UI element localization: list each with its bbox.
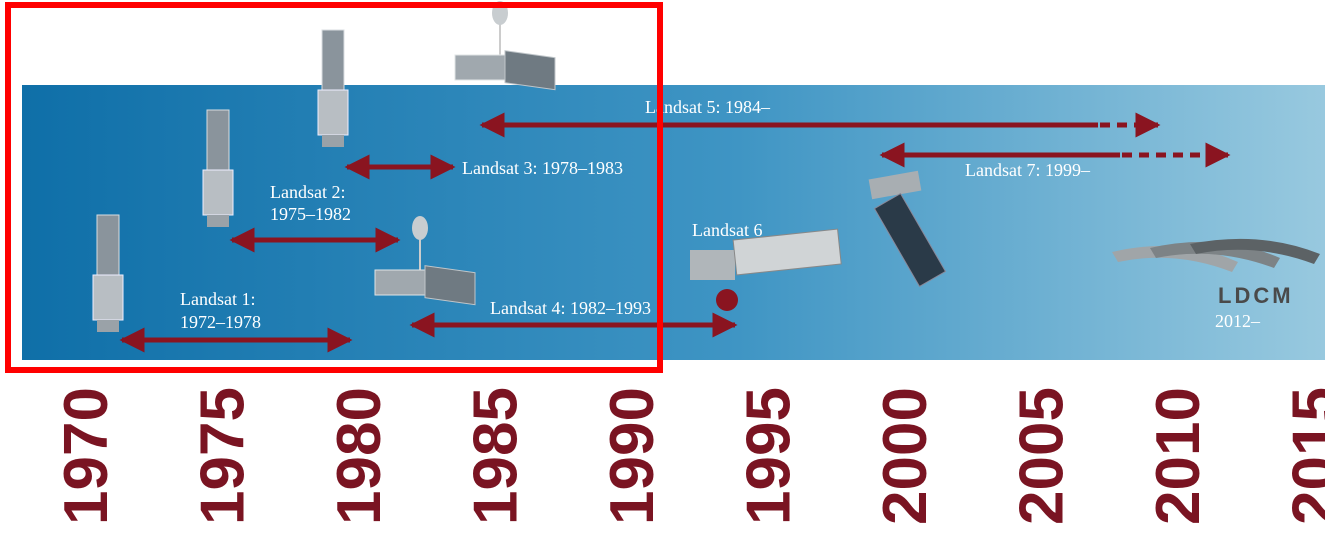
satellite-icon: [690, 228, 842, 280]
satellite-icon: [868, 170, 947, 288]
year-label: 1980: [325, 387, 394, 525]
year-label: 1975: [189, 387, 258, 525]
ldcm-logo: [1112, 238, 1320, 272]
year-label: 2015: [1281, 387, 1325, 525]
ldcm-label: LDCM: [1218, 283, 1294, 308]
satellite-icon: [92, 214, 124, 333]
year-label: 1970: [52, 387, 121, 525]
year-label: 1985: [462, 387, 531, 525]
satellite-icon: [454, 0, 556, 91]
year-label: 1990: [598, 387, 667, 525]
ldcm-years: 2012–: [1215, 311, 1261, 331]
mission-label: Landsat 5: 1984–: [645, 97, 771, 117]
year-label: 2000: [871, 387, 940, 525]
highlight-box: [5, 2, 663, 373]
satellite-icon: [202, 109, 234, 228]
year-label: 2010: [1144, 387, 1213, 525]
mission-label: Landsat 6: [692, 220, 762, 240]
mission-label: Landsat 2:: [270, 182, 345, 202]
mission-label: Landsat 4: 1982–1993: [490, 298, 651, 318]
year-label: 2005: [1008, 387, 1077, 525]
mission-label: Landsat 7: 1999–: [965, 160, 1091, 180]
mission-label: Landsat 1:: [180, 289, 255, 309]
satellite-icon: [317, 29, 349, 148]
mission-years: 1972–1978: [180, 312, 261, 332]
landsat-6-failure: [716, 289, 738, 311]
year-axis: 1970 1975 1980 1985 1990 1995 2000 2005 2010 2015: [52, 387, 1325, 525]
mission-years: 1975–1982: [270, 204, 351, 224]
year-label: 1995: [735, 387, 804, 525]
mission-label: Landsat 3: 1978–1983: [462, 158, 623, 178]
